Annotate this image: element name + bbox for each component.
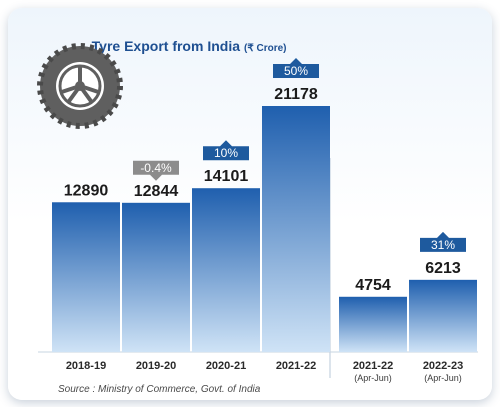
chart-card: Tyre Export from India (₹ Crore) 12890 20…: [8, 8, 492, 400]
bar-value-label: 21178: [274, 86, 318, 103]
x-tick-label: 2021-22: [353, 360, 393, 372]
bar-value-label: 4754: [355, 277, 391, 294]
chart-marks: 12890 2018-19 12844 2019-20 -0.4% 14101 2020-2…: [52, 58, 477, 383]
bar: [122, 202, 190, 352]
source-note: Source : Ministry of Commerce, Govt. of …: [58, 384, 261, 395]
x-tick-label: 2019-20: [136, 360, 176, 372]
bar-value-label: 6213: [425, 260, 461, 277]
chart-title: Tyre Export from India: [92, 38, 241, 54]
bar-value-label: 14101: [204, 168, 249, 185]
change-badge-label: -0.4%: [140, 161, 172, 175]
tyre-export-chart: Tyre Export from India (₹ Crore) 12890 20…: [37, 38, 478, 395]
chart-unit: (₹ Crore): [244, 43, 286, 54]
bar: [339, 296, 407, 352]
change-badge-label: 50%: [284, 64, 308, 78]
x-tick-label: 2022-23: [423, 360, 463, 372]
bar: [192, 188, 260, 352]
change-badge-up: [273, 58, 319, 78]
bar: [52, 202, 120, 352]
bar-value-label: 12844: [134, 183, 179, 200]
bar-value-label: 12890: [64, 182, 109, 199]
x-tick-label: 2021-22: [276, 360, 316, 372]
x-tick-sublabel: (Apr-Jun): [424, 373, 462, 383]
bar: [262, 106, 330, 352]
change-badge-label: 10%: [214, 146, 238, 160]
bar: [409, 279, 477, 352]
x-tick-sublabel: (Apr-Jun): [354, 373, 392, 383]
x-tick-label: 2020-21: [206, 360, 246, 372]
change-badge-up: [420, 231, 466, 252]
change-badge-label: 31%: [431, 238, 455, 252]
change-badge-down: [133, 160, 179, 181]
x-tick-label: 2018-19: [66, 360, 106, 372]
tyre-icon: [37, 43, 123, 129]
change-badge-up: [203, 140, 249, 161]
